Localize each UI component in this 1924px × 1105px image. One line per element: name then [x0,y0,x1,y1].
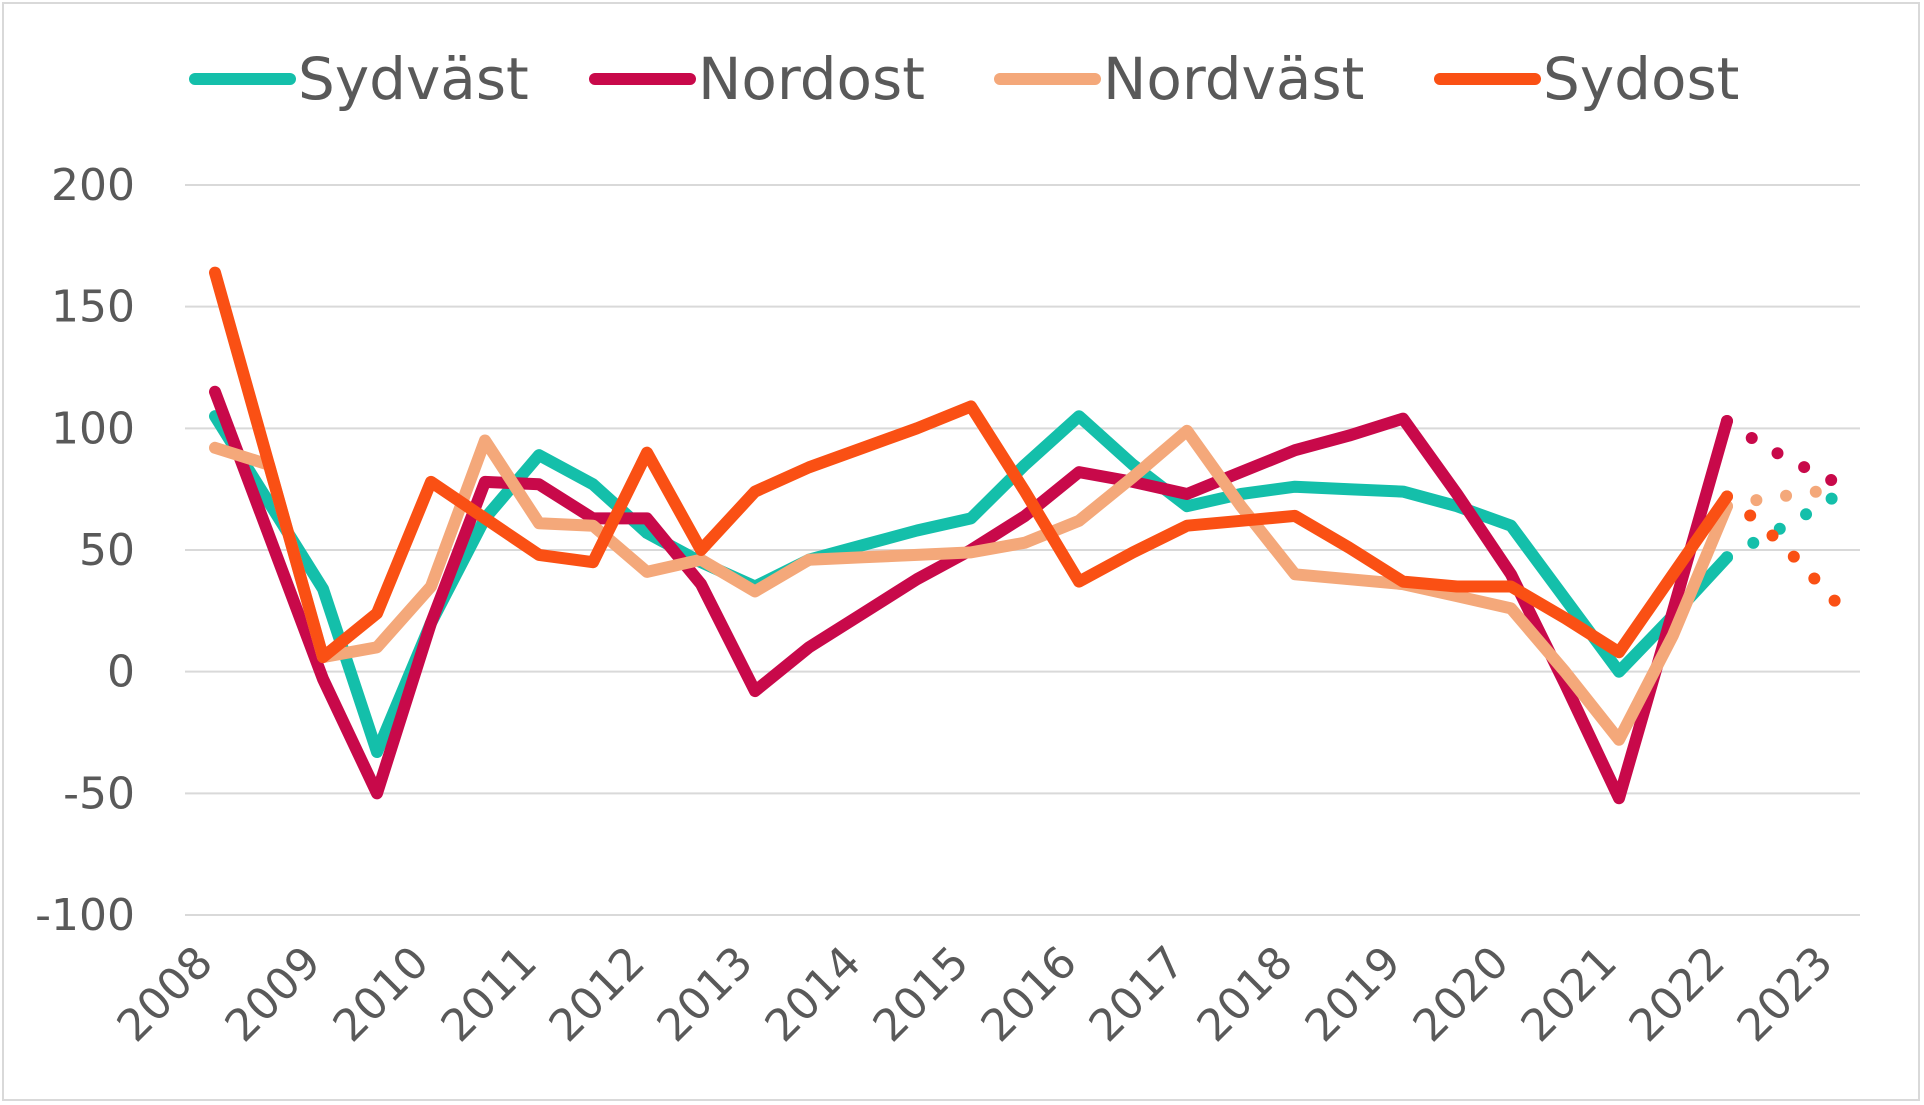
x-tick-label: 2010 [324,937,439,1052]
x-tick-label: 2011 [432,937,547,1052]
series-line-nordost [209,385,1733,805]
y-tick-label: -100 [35,890,135,941]
series-line-nordväst [209,424,1733,746]
y-axis-ticks: -100 -50 0 50 100 150 200 [35,160,135,941]
y-tick-label: -50 [63,768,135,819]
series-forecast-sydost [1721,490,1841,608]
y-tick-label: 100 [51,403,135,454]
x-tick-label: 2019 [1296,937,1411,1052]
x-tick-label: 2023 [1728,937,1843,1052]
x-tick-label: 2018 [1188,937,1303,1052]
series-forecast-sydväst [1721,490,1841,564]
x-tick-label: 2014 [756,937,871,1052]
y-tick-label: 150 [51,282,135,333]
series-forecast-nordost [1721,415,1841,488]
series-line-sydost [209,266,1733,664]
x-tick-label: 2020 [1404,937,1519,1052]
series-lines [209,266,1841,805]
x-tick-label: 2022 [1620,937,1735,1052]
legend: Sydväst Nordost Nordväst Sydost [189,45,1739,113]
x-tick-label: 2013 [648,937,763,1052]
y-tick-label: 50 [79,525,135,576]
x-tick-label: 2012 [540,937,655,1052]
x-tick-label: 2009 [216,937,331,1052]
legend-label: Sydväst [298,45,529,113]
x-tick-label: 2016 [972,937,1087,1052]
series-forecast-nordväst [1721,483,1841,513]
y-tick-label: 0 [107,647,135,698]
x-tick-label: 2021 [1512,937,1627,1052]
x-tick-label: 2015 [864,937,979,1052]
legend-label: Sydost [1543,45,1739,113]
legend-label: Nordost [698,45,925,113]
gridlines [185,184,1860,916]
x-axis-ticks: 2008200920102011201220132014201520162017… [108,937,1843,1052]
y-tick-label: 200 [51,160,135,211]
x-tick-label: 2017 [1080,937,1195,1052]
legend-label: Nordväst [1103,45,1364,113]
x-tick-label: 2008 [108,937,223,1052]
